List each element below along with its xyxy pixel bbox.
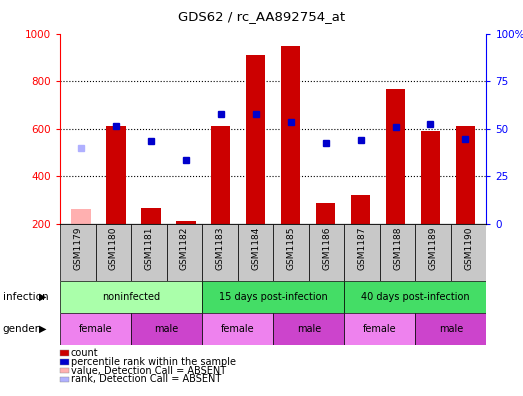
Bar <box>344 281 486 313</box>
Bar <box>273 313 344 345</box>
Text: GSM1185: GSM1185 <box>287 227 295 270</box>
Text: GSM1190: GSM1190 <box>464 227 473 270</box>
Text: GSM1179: GSM1179 <box>73 227 83 270</box>
Bar <box>60 281 202 313</box>
Bar <box>141 208 161 224</box>
Text: GSM1180: GSM1180 <box>109 227 118 270</box>
Text: rank, Detection Call = ABSENT: rank, Detection Call = ABSENT <box>71 374 221 385</box>
Bar <box>344 313 415 345</box>
Bar <box>309 224 344 281</box>
Bar <box>415 224 451 281</box>
Bar <box>60 224 96 281</box>
Text: GSM1184: GSM1184 <box>251 227 260 270</box>
Text: infection: infection <box>3 292 48 302</box>
Text: count: count <box>71 348 98 358</box>
Bar <box>167 224 202 281</box>
Text: GSM1182: GSM1182 <box>180 227 189 270</box>
Bar <box>238 224 274 281</box>
Bar <box>273 224 309 281</box>
Bar <box>351 195 370 224</box>
Text: male: male <box>297 324 321 334</box>
Text: GSM1188: GSM1188 <box>393 227 402 270</box>
Text: GSM1186: GSM1186 <box>322 227 331 270</box>
Bar <box>211 126 231 224</box>
Text: GSM1183: GSM1183 <box>215 227 224 270</box>
Bar <box>176 221 196 224</box>
Text: male: male <box>439 324 463 334</box>
Text: value, Detection Call = ABSENT: value, Detection Call = ABSENT <box>71 366 226 376</box>
Text: noninfected: noninfected <box>102 292 160 302</box>
Bar <box>380 224 415 281</box>
Bar <box>246 55 265 224</box>
Bar <box>451 224 486 281</box>
Text: male: male <box>155 324 179 334</box>
Bar <box>415 313 486 345</box>
Text: 15 days post-infection: 15 days post-infection <box>219 292 327 302</box>
Text: female: female <box>363 324 396 334</box>
Bar <box>316 203 335 224</box>
Bar <box>386 89 405 224</box>
Bar <box>281 46 300 224</box>
Bar <box>131 224 167 281</box>
Text: 40 days post-infection: 40 days post-infection <box>361 292 470 302</box>
Text: GSM1187: GSM1187 <box>358 227 367 270</box>
Bar <box>202 224 238 281</box>
Bar <box>344 224 380 281</box>
Bar <box>96 224 131 281</box>
Text: GSM1181: GSM1181 <box>144 227 153 270</box>
Bar <box>131 313 202 345</box>
Bar <box>202 313 274 345</box>
Bar <box>60 313 131 345</box>
Text: ▶: ▶ <box>39 324 47 334</box>
Text: GDS62 / rc_AA892754_at: GDS62 / rc_AA892754_at <box>178 10 345 23</box>
Text: percentile rank within the sample: percentile rank within the sample <box>71 357 235 367</box>
Text: female: female <box>79 324 112 334</box>
Bar <box>202 281 344 313</box>
Text: ▶: ▶ <box>39 292 47 302</box>
Bar <box>456 126 475 224</box>
Text: GSM1189: GSM1189 <box>429 227 438 270</box>
Bar <box>107 126 126 224</box>
Bar <box>72 209 90 224</box>
Text: gender: gender <box>3 324 40 334</box>
Bar <box>421 131 440 224</box>
Text: female: female <box>221 324 255 334</box>
